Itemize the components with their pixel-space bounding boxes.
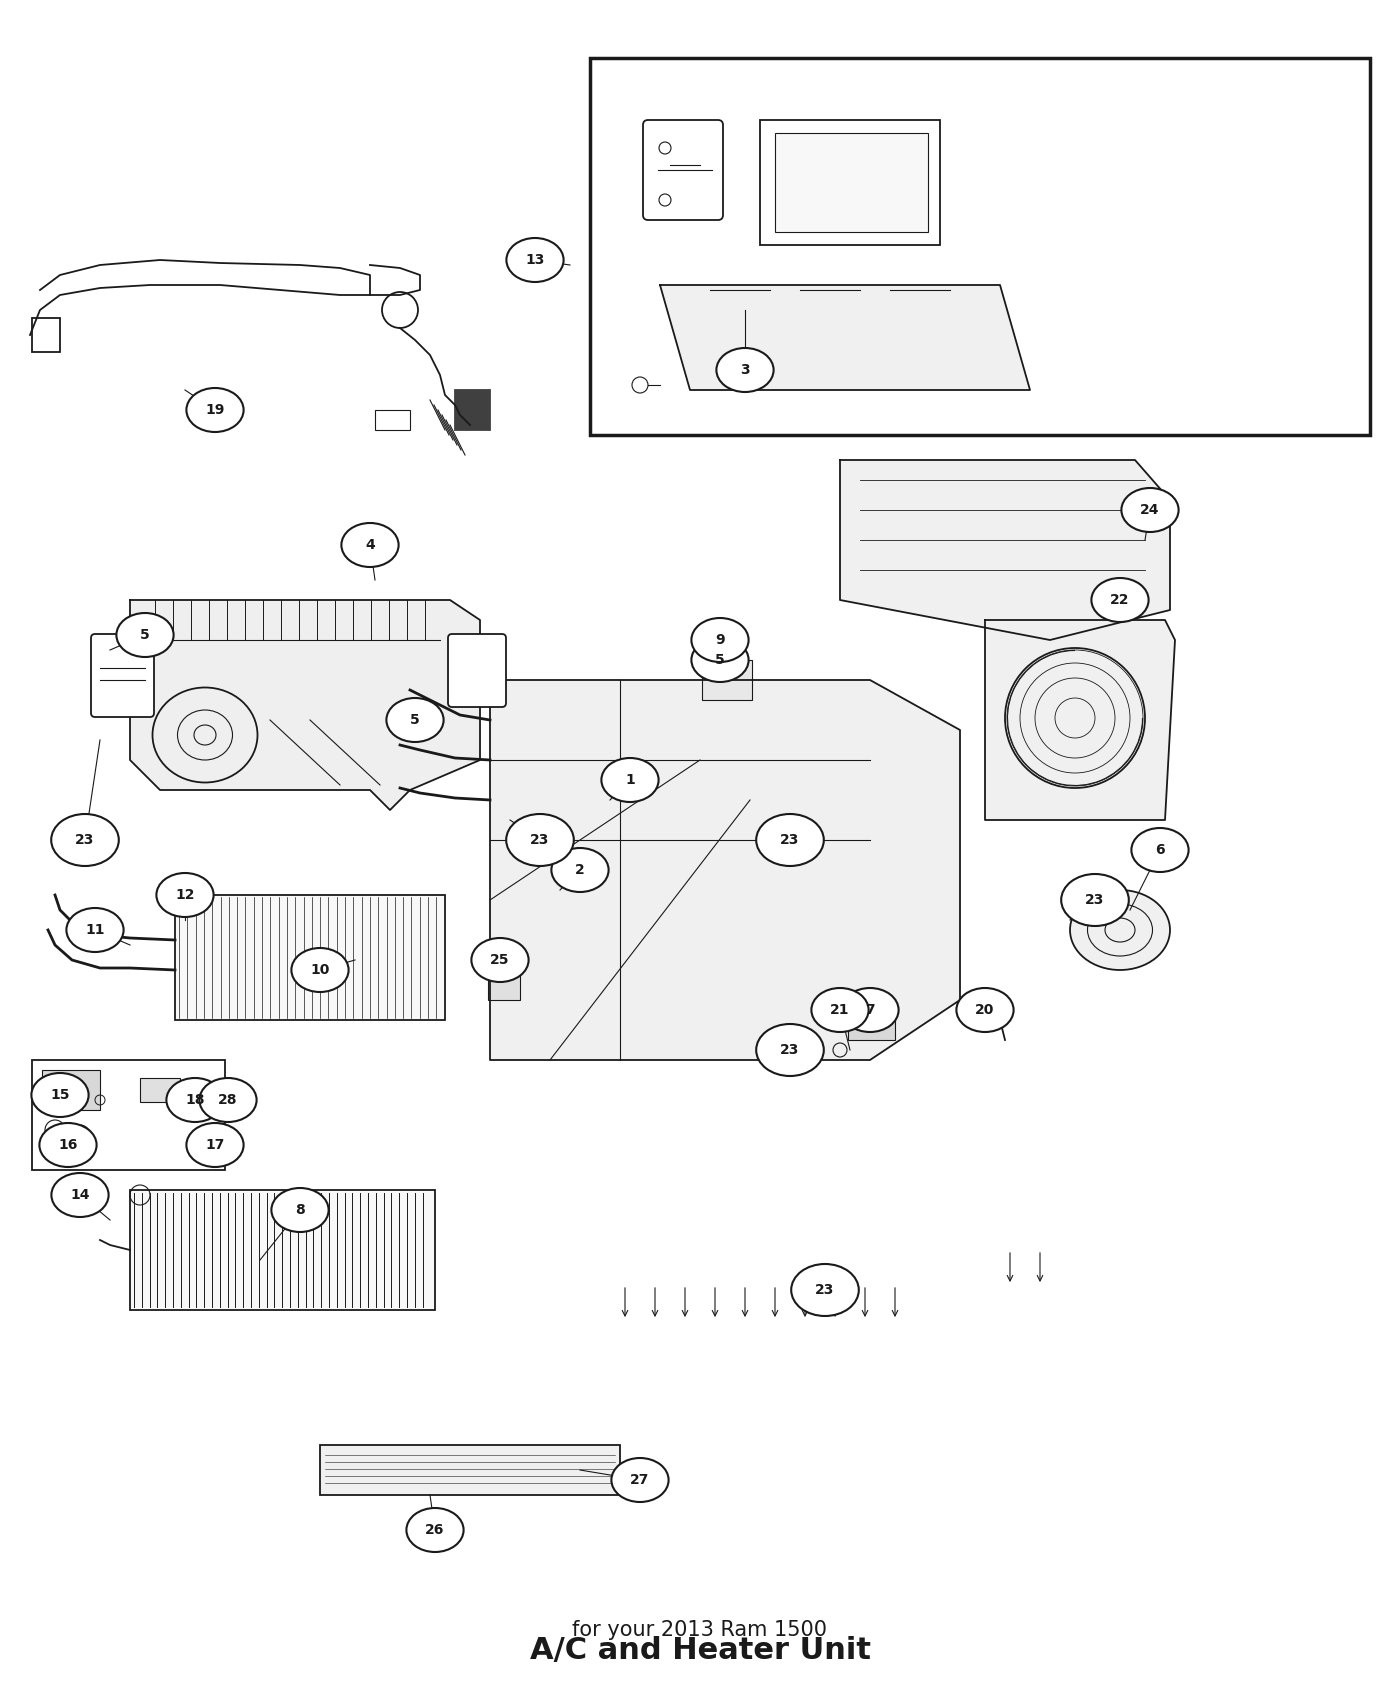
Text: 26: 26 — [426, 1523, 445, 1537]
FancyBboxPatch shape — [32, 318, 60, 352]
Text: 23: 23 — [76, 833, 95, 847]
Text: 5: 5 — [410, 712, 420, 728]
Text: 6: 6 — [1155, 843, 1165, 857]
FancyBboxPatch shape — [175, 894, 445, 1020]
Ellipse shape — [612, 1459, 669, 1503]
Ellipse shape — [756, 814, 823, 865]
Text: 23: 23 — [1085, 892, 1105, 908]
Text: 7: 7 — [865, 1003, 875, 1017]
Text: 17: 17 — [206, 1137, 224, 1153]
Ellipse shape — [507, 814, 574, 865]
Text: 18: 18 — [185, 1093, 204, 1107]
FancyBboxPatch shape — [589, 58, 1371, 435]
Text: 28: 28 — [218, 1093, 238, 1107]
Text: 25: 25 — [490, 954, 510, 967]
Ellipse shape — [756, 1023, 823, 1076]
Text: 5: 5 — [715, 653, 725, 666]
Text: 13: 13 — [525, 253, 545, 267]
Polygon shape — [130, 600, 480, 809]
Text: 23: 23 — [531, 833, 550, 847]
Text: 27: 27 — [630, 1472, 650, 1488]
Text: 23: 23 — [815, 1284, 834, 1297]
FancyBboxPatch shape — [32, 1061, 225, 1170]
Ellipse shape — [186, 1124, 244, 1166]
Polygon shape — [986, 620, 1175, 819]
Text: 20: 20 — [976, 1003, 994, 1017]
Ellipse shape — [272, 1188, 329, 1232]
Ellipse shape — [507, 238, 564, 282]
Ellipse shape — [157, 874, 214, 916]
FancyBboxPatch shape — [375, 410, 410, 430]
Ellipse shape — [31, 1073, 88, 1117]
Ellipse shape — [1131, 828, 1189, 872]
FancyBboxPatch shape — [130, 1190, 435, 1311]
FancyBboxPatch shape — [455, 389, 490, 430]
Ellipse shape — [791, 1265, 858, 1316]
Ellipse shape — [841, 988, 899, 1032]
Ellipse shape — [386, 699, 444, 741]
FancyBboxPatch shape — [760, 121, 939, 245]
Ellipse shape — [1070, 891, 1170, 971]
FancyBboxPatch shape — [140, 1078, 181, 1102]
Ellipse shape — [1092, 578, 1148, 622]
FancyBboxPatch shape — [701, 660, 752, 700]
FancyBboxPatch shape — [643, 121, 722, 219]
Ellipse shape — [717, 348, 774, 393]
Text: 14: 14 — [70, 1188, 90, 1202]
Text: 24: 24 — [1140, 503, 1159, 517]
Text: for your 2013 Ram 1500: for your 2013 Ram 1500 — [573, 1620, 827, 1640]
Text: 21: 21 — [830, 1003, 850, 1017]
Ellipse shape — [1121, 488, 1179, 532]
Ellipse shape — [692, 638, 749, 682]
Text: 19: 19 — [206, 403, 224, 416]
Ellipse shape — [52, 814, 119, 865]
FancyBboxPatch shape — [848, 1000, 895, 1040]
Ellipse shape — [167, 1078, 224, 1122]
Text: 16: 16 — [59, 1137, 77, 1153]
Text: 9: 9 — [715, 632, 725, 648]
Text: 11: 11 — [85, 923, 105, 937]
Ellipse shape — [186, 388, 244, 432]
Ellipse shape — [956, 988, 1014, 1032]
Text: 5: 5 — [140, 627, 150, 643]
Text: A/C and Heater Unit: A/C and Heater Unit — [529, 1635, 871, 1664]
Text: 22: 22 — [1110, 593, 1130, 607]
Ellipse shape — [692, 619, 749, 661]
Text: 2: 2 — [575, 864, 585, 877]
Ellipse shape — [406, 1508, 463, 1552]
Ellipse shape — [52, 1173, 109, 1217]
Text: 3: 3 — [741, 364, 750, 377]
Text: 1: 1 — [626, 774, 634, 787]
Ellipse shape — [1061, 874, 1128, 927]
FancyBboxPatch shape — [890, 299, 945, 381]
Text: 10: 10 — [311, 962, 329, 978]
Polygon shape — [659, 286, 1030, 389]
Ellipse shape — [39, 1124, 97, 1166]
Ellipse shape — [472, 938, 529, 983]
FancyBboxPatch shape — [776, 133, 928, 231]
FancyBboxPatch shape — [799, 299, 855, 381]
Polygon shape — [840, 461, 1170, 639]
Ellipse shape — [552, 848, 609, 892]
FancyBboxPatch shape — [321, 1445, 620, 1494]
Ellipse shape — [342, 524, 399, 568]
Ellipse shape — [812, 988, 868, 1032]
Text: 15: 15 — [50, 1088, 70, 1102]
FancyBboxPatch shape — [91, 634, 154, 717]
Text: 12: 12 — [175, 887, 195, 903]
Text: 23: 23 — [780, 1044, 799, 1057]
Text: 8: 8 — [295, 1204, 305, 1217]
Ellipse shape — [116, 614, 174, 656]
Ellipse shape — [66, 908, 123, 952]
Ellipse shape — [199, 1078, 256, 1122]
FancyBboxPatch shape — [710, 299, 764, 381]
Ellipse shape — [602, 758, 658, 802]
Text: 23: 23 — [780, 833, 799, 847]
FancyBboxPatch shape — [42, 1069, 99, 1110]
FancyBboxPatch shape — [489, 950, 519, 1000]
Ellipse shape — [291, 949, 349, 993]
Polygon shape — [490, 680, 960, 1061]
Text: 4: 4 — [365, 537, 375, 553]
FancyBboxPatch shape — [448, 634, 505, 707]
